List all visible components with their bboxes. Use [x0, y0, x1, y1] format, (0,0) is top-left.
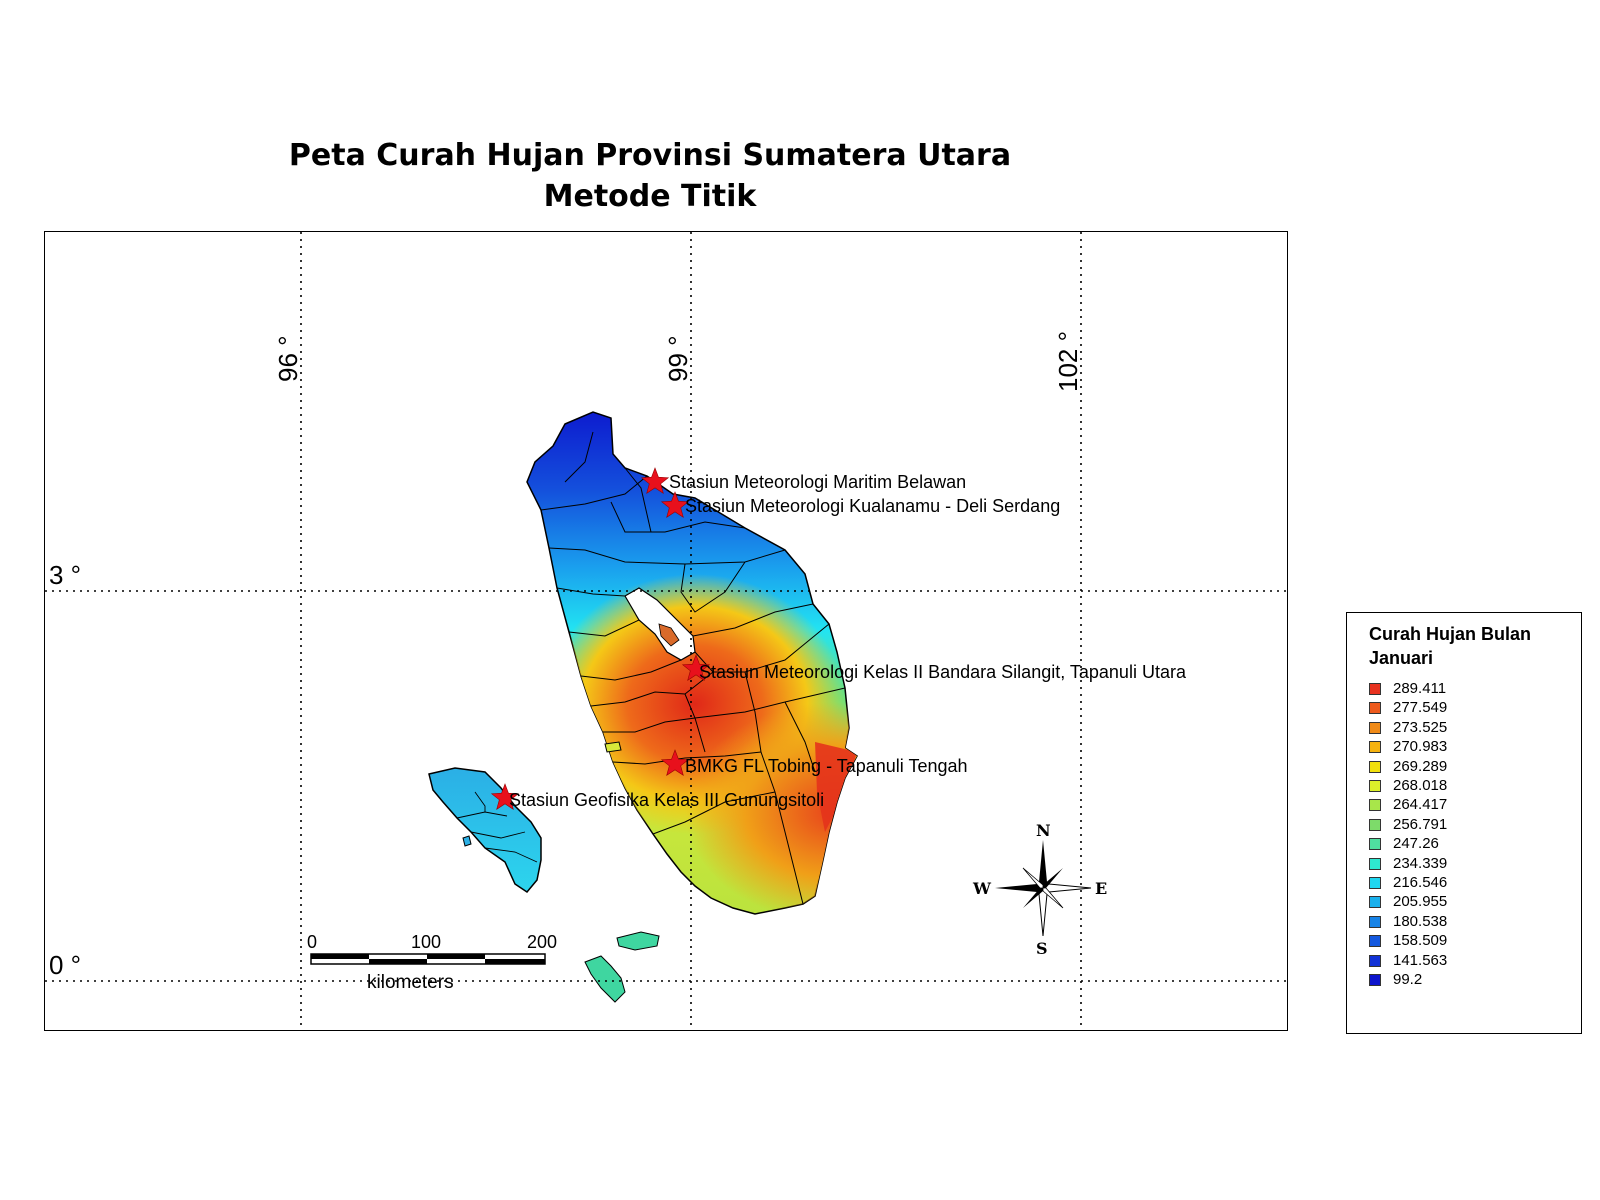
legend-item: 289.411: [1369, 680, 1569, 697]
longitude-label-99: 99 °: [663, 335, 693, 382]
compass-east: E: [1095, 879, 1107, 898]
legend-item: 264.417: [1369, 796, 1569, 814]
legend-swatch: [1369, 683, 1381, 695]
legend-item: 273.525: [1369, 718, 1569, 736]
legend-label: 273.525: [1393, 718, 1448, 736]
station-label-gunungsitoli: Stasiun Geofisika Kelas III Gunungsitoli: [509, 790, 824, 810]
latitude-label-3: 3 °: [49, 560, 81, 590]
latitude-label-0: 0 °: [49, 950, 81, 980]
legend-item: 269.289: [1369, 757, 1569, 775]
station-label-belawan: Stasiun Meteorologi Maritim Belawan: [669, 472, 966, 492]
legend-label: 205.955: [1393, 893, 1448, 911]
mainland-rainfall-surface: [526, 411, 858, 915]
longitude-label-102: 102 °: [1053, 331, 1083, 392]
small-islands: [462, 741, 660, 1003]
legend-item: 99.2: [1369, 971, 1569, 988]
legend-item: 216.546: [1369, 874, 1569, 891]
map-frame[interactable]: 96 ° 99 ° 102 ° 3 ° 0 ° Stasiun Meteorol…: [44, 231, 1288, 1031]
legend-item: 270.983: [1369, 738, 1569, 756]
station-label-silangit: Stasiun Meteorologi Kelas II Bandara Sil…: [699, 662, 1187, 682]
legend-swatch: [1369, 721, 1381, 734]
station-star-belawan[interactable]: [640, 467, 670, 494]
scale-tick-200: 200: [527, 932, 557, 952]
scale-bar: 0 100 200 kilometers: [307, 932, 557, 993]
legend-label: 269.289: [1393, 757, 1448, 775]
scale-tick-100: 100: [411, 932, 441, 952]
rainfall-map[interactable]: 96 ° 99 ° 102 ° 3 ° 0 ° Stasiun Meteorol…: [45, 232, 1287, 1030]
legend-item: 268.018: [1369, 777, 1569, 794]
legend-swatch: [1369, 915, 1381, 928]
legend-swatch: [1369, 799, 1381, 812]
legend-item: 277.549: [1369, 699, 1569, 717]
legend-item: 234.339: [1369, 854, 1569, 872]
scale-unit-label: kilometers: [367, 972, 454, 993]
legend-item: 205.955: [1369, 893, 1569, 911]
compass-south: S: [1036, 939, 1048, 958]
legend-label: 289.411: [1393, 680, 1447, 697]
legend-swatch: [1369, 818, 1381, 831]
legend-swatch: [1369, 760, 1381, 773]
map-subtitle: Metode Titik: [543, 179, 757, 214]
graticule-lines: [45, 232, 1287, 1030]
station-label-kualanamu: Stasiun Meteorologi Kualanamu - Deli Ser…: [685, 496, 1060, 516]
legend-label: 247.26: [1393, 835, 1439, 853]
map-title: Peta Curah Hujan Provinsi Sumatera Utara: [288, 138, 1012, 173]
legend-item: 256.791: [1369, 815, 1569, 833]
legend-swatch: [1369, 838, 1381, 851]
station-star-kualanamu[interactable]: [660, 491, 690, 518]
legend-label: 268.018: [1393, 777, 1448, 794]
station-star-fl-tobing[interactable]: [660, 749, 690, 776]
legend-item: 141.563: [1369, 951, 1569, 969]
legend-swatch: [1369, 877, 1381, 889]
legend-label: 99.2: [1393, 971, 1423, 988]
legend-label: 180.538: [1393, 912, 1448, 930]
legend-item: 247.26: [1369, 835, 1569, 853]
compass-north: N: [1036, 821, 1051, 840]
legend-label: 264.417: [1393, 796, 1448, 814]
longitude-label-96: 96 °: [273, 335, 303, 382]
legend-swatch: [1369, 896, 1381, 909]
legend-swatch: [1369, 935, 1381, 948]
station-markers[interactable]: Stasiun Meteorologi Maritim Belawan Stas…: [490, 467, 1187, 810]
station-star-gunungsitoli[interactable]: [490, 783, 520, 810]
station-star-silangit[interactable]: [681, 654, 711, 681]
legend-swatch: [1369, 954, 1381, 967]
legend-label: 270.983: [1393, 738, 1448, 756]
legend-item: 180.538: [1369, 912, 1569, 930]
compass-west: W: [972, 879, 992, 898]
legend: Curah Hujan Bulan Januari 289.411 277.549…: [1346, 612, 1582, 1034]
legend-label: 158.509: [1393, 932, 1448, 950]
legend-swatch: [1369, 780, 1381, 792]
legend-swatch: [1369, 974, 1381, 986]
legend-label: 141.563: [1393, 951, 1448, 969]
legend-swatch: [1369, 741, 1381, 754]
compass-rose-icon: N S E W: [972, 821, 1107, 958]
legend-label: 277.549: [1393, 699, 1448, 717]
legend-label: 216.546: [1393, 874, 1448, 891]
legend-swatch: [1369, 702, 1381, 715]
legend-item: 158.509: [1369, 932, 1569, 950]
regency-boundaries: [540, 431, 846, 905]
legend-swatch: [1369, 857, 1381, 870]
station-label-fl-tobing: BMKG FL Tobing - Tapanuli Tengah: [685, 756, 968, 776]
legend-label: 256.791: [1393, 815, 1448, 833]
nias-island: [428, 767, 542, 893]
legend-title: Curah Hujan Bulan Januari: [1369, 624, 1532, 668]
scale-tick-0: 0: [307, 932, 317, 952]
legend-label: 234.339: [1393, 854, 1448, 872]
